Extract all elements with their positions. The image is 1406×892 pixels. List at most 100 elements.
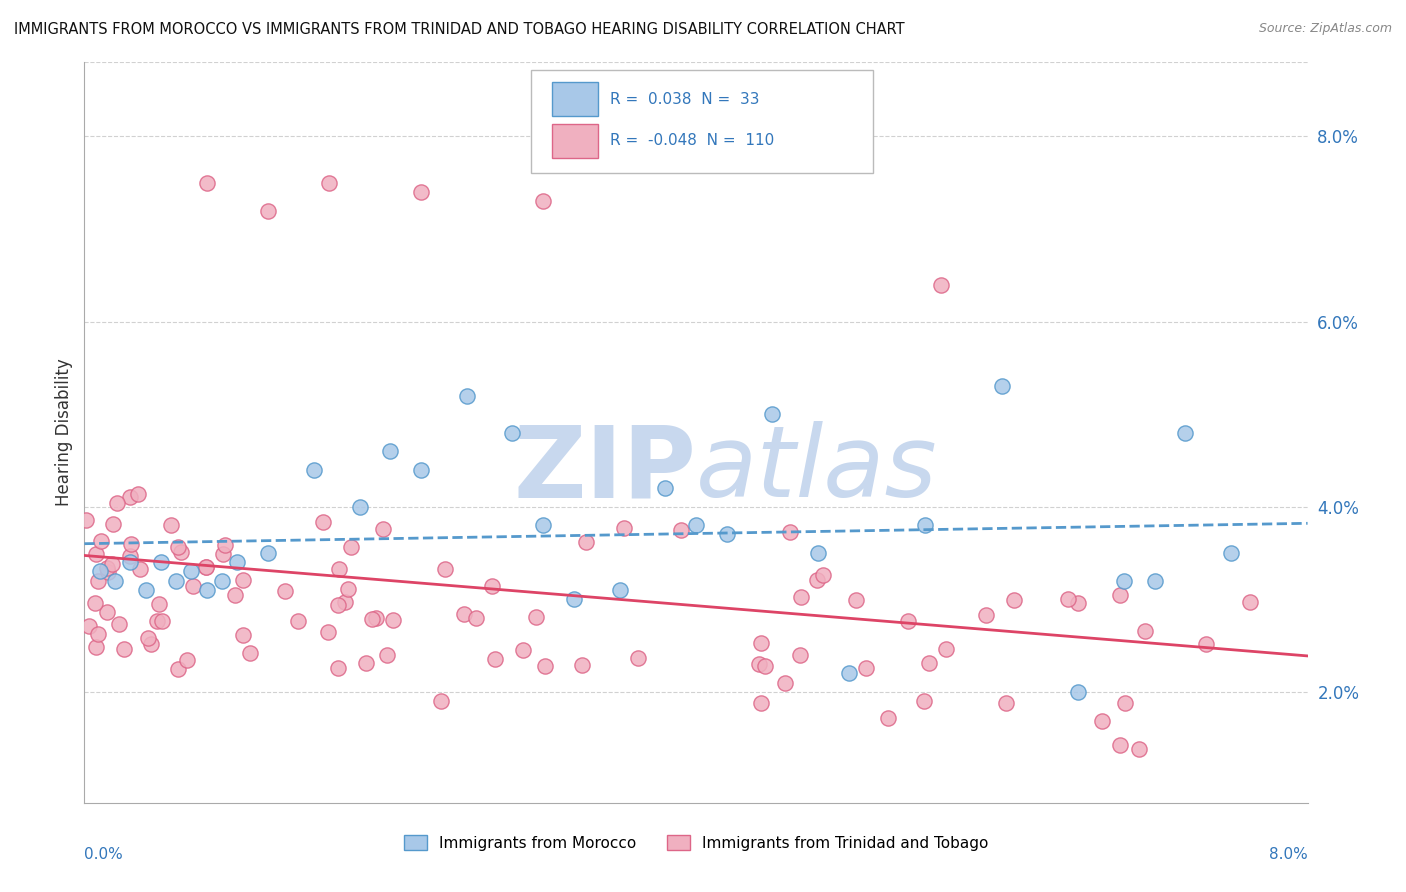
Point [333, 595, 356, 609]
Point [464, 611, 486, 625]
Point [373, 523, 395, 537]
Point [918, 656, 941, 670]
Point [84, 547, 107, 561]
Text: 0.0%: 0.0% [84, 847, 124, 863]
Point [149, 555, 172, 569]
Point [773, 676, 796, 690]
Point [1067, 685, 1090, 699]
Text: IMMIGRANTS FROM MOROCCO VS IMMIGRANTS FROM TRINIDAD AND TOBAGO HEARING DISABILIT: IMMIGRANTS FROM MOROCCO VS IMMIGRANTS FR… [14, 22, 904, 37]
Point [97, 566, 120, 580]
Point [669, 524, 692, 538]
Point [194, 560, 217, 574]
Point [1195, 637, 1218, 651]
Point [685, 518, 707, 533]
Point [328, 562, 350, 576]
Point [534, 659, 557, 673]
Point [257, 203, 280, 218]
Point [167, 662, 190, 676]
Point [991, 379, 1014, 393]
Point [531, 518, 554, 533]
Point [453, 607, 475, 622]
Point [1114, 574, 1136, 588]
Point [87, 627, 110, 641]
Point [176, 653, 198, 667]
Point [914, 518, 936, 533]
Point [912, 694, 935, 708]
Point [257, 546, 280, 560]
Point [104, 574, 127, 588]
Point [790, 591, 813, 605]
Point [349, 500, 371, 514]
Point [1067, 596, 1090, 610]
Point [318, 176, 340, 190]
Point [120, 537, 142, 551]
Point [84, 596, 107, 610]
Point [562, 592, 585, 607]
Point [302, 462, 325, 476]
Point [114, 642, 136, 657]
Point [935, 641, 957, 656]
Point [375, 648, 398, 663]
Point [181, 579, 204, 593]
Point [214, 538, 236, 552]
Point [96, 561, 118, 575]
Point [128, 487, 150, 501]
Point [195, 560, 218, 574]
Point [1091, 714, 1114, 728]
Point [90, 533, 112, 548]
Point [1220, 546, 1243, 560]
Point [226, 555, 249, 569]
Text: R =  -0.048  N =  110: R = -0.048 N = 110 [610, 134, 775, 148]
Point [136, 632, 159, 646]
Point [148, 597, 170, 611]
Point [120, 490, 142, 504]
Point [120, 549, 142, 563]
Point [531, 194, 554, 209]
Point [716, 527, 738, 541]
Point [1133, 624, 1156, 639]
Point [212, 548, 235, 562]
Point [354, 656, 377, 670]
Point [995, 696, 1018, 710]
Point [224, 588, 246, 602]
Point [101, 557, 124, 571]
Point [170, 544, 193, 558]
Point [807, 546, 830, 560]
Point [974, 607, 997, 622]
Point [749, 636, 772, 650]
Point [160, 518, 183, 533]
Y-axis label: Hearing Disability: Hearing Disability [55, 359, 73, 507]
Bar [551, 82, 598, 117]
Point [1174, 425, 1197, 440]
Point [316, 624, 339, 639]
Point [613, 521, 636, 535]
Point [1128, 741, 1150, 756]
Bar [551, 124, 598, 158]
Point [761, 407, 783, 421]
Point [380, 444, 402, 458]
Point [87, 574, 110, 589]
Point [512, 643, 534, 657]
Point [1239, 594, 1261, 608]
Point [120, 555, 142, 569]
Point [1109, 588, 1132, 602]
Point [312, 515, 335, 529]
Point [150, 614, 173, 628]
Point [502, 425, 524, 440]
Point [1143, 574, 1166, 588]
Point [811, 568, 834, 582]
Point [876, 711, 898, 725]
Point [195, 176, 218, 190]
Point [340, 540, 363, 554]
Point [105, 496, 128, 510]
Point [77, 619, 100, 633]
Point [336, 582, 359, 596]
Point [838, 666, 860, 681]
Point [195, 582, 218, 597]
Point [84, 640, 107, 654]
Point [748, 657, 770, 671]
Point [845, 592, 868, 607]
Point [571, 658, 593, 673]
Point [754, 659, 776, 673]
Point [806, 573, 828, 587]
